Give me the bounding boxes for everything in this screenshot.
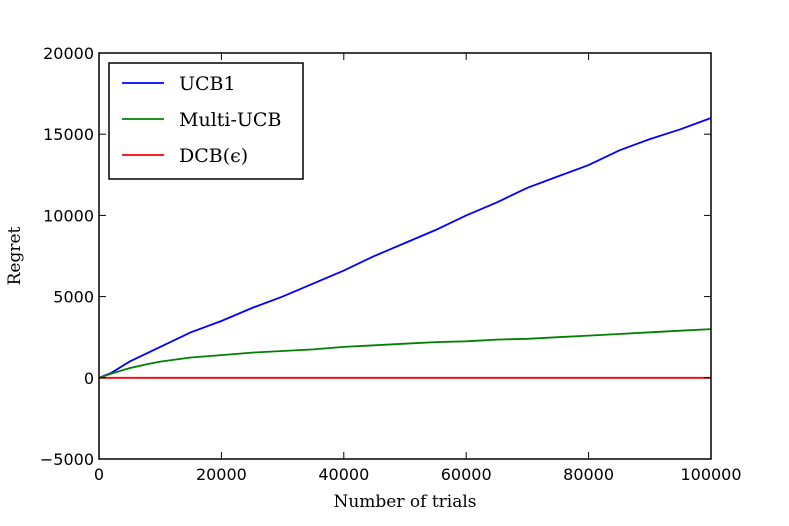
- y-tick-label: 0: [84, 369, 94, 388]
- x-tick-label: 20000: [196, 465, 247, 484]
- y-axis-title: Regret: [5, 226, 25, 285]
- legend: UCB1 Multi-UCB DCB(ϵ): [108, 62, 304, 180]
- series-lines: [99, 117, 711, 379]
- y-tick-label: 10000: [43, 206, 94, 225]
- series-line-1: [99, 328, 711, 379]
- y-tick-label: 20000: [43, 44, 94, 63]
- series-line-0: [99, 117, 711, 379]
- y-tick-label: 15000: [43, 125, 94, 144]
- legend-label-1: Multi-UCB: [179, 109, 281, 131]
- legend-label-2: DCB(ϵ): [179, 145, 248, 167]
- x-tick-label: 40000: [318, 465, 369, 484]
- x-tick-label: 80000: [563, 465, 614, 484]
- y-tick-label: 5000: [53, 288, 94, 307]
- plot-frame: [98, 52, 712, 460]
- x-tick-label: 100000: [680, 465, 741, 484]
- x-tick-label: 60000: [441, 465, 492, 484]
- legend-label-0: UCB1: [179, 73, 236, 95]
- x-tick-label: 0: [94, 465, 104, 484]
- y-tick-label: −5000: [40, 450, 94, 469]
- axis-ticks: 0 20000 40000 60000 80000 100000−500005000100…: [40, 44, 742, 484]
- x-axis-title: Number of trials: [333, 492, 476, 512]
